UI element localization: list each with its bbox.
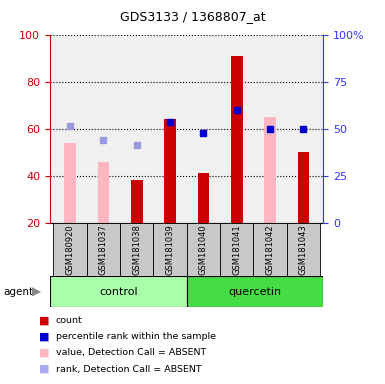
Text: rank, Detection Call = ABSENT: rank, Detection Call = ABSENT xyxy=(56,364,201,374)
Bar xyxy=(264,117,276,223)
Bar xyxy=(298,152,309,223)
Bar xyxy=(253,223,287,276)
Bar xyxy=(131,180,142,223)
Text: GDS3133 / 1368807_at: GDS3133 / 1368807_at xyxy=(120,10,265,23)
Bar xyxy=(198,173,209,223)
Text: GSM181039: GSM181039 xyxy=(166,224,174,275)
Bar xyxy=(187,223,220,276)
Bar xyxy=(97,162,109,223)
Bar xyxy=(231,56,243,223)
Text: value, Detection Call = ABSENT: value, Detection Call = ABSENT xyxy=(56,348,206,358)
Text: ■: ■ xyxy=(39,332,50,342)
Text: GSM181040: GSM181040 xyxy=(199,224,208,275)
Text: GSM180920: GSM180920 xyxy=(65,224,75,275)
Text: GSM181043: GSM181043 xyxy=(299,224,308,275)
Bar xyxy=(164,119,176,223)
Text: GSM181038: GSM181038 xyxy=(132,224,141,275)
Bar xyxy=(153,223,187,276)
Text: GSM181042: GSM181042 xyxy=(266,224,275,275)
Bar xyxy=(54,223,87,276)
Text: GSM181041: GSM181041 xyxy=(232,224,241,275)
Bar xyxy=(220,223,253,276)
Bar xyxy=(231,117,243,223)
Bar xyxy=(287,223,320,276)
Text: ■: ■ xyxy=(39,316,50,326)
Text: ■: ■ xyxy=(39,348,50,358)
Text: ■: ■ xyxy=(39,364,50,374)
Text: control: control xyxy=(99,287,138,297)
Text: ▶: ▶ xyxy=(32,285,41,298)
Text: GSM181037: GSM181037 xyxy=(99,224,108,275)
Text: agent: agent xyxy=(4,287,34,297)
Text: count: count xyxy=(56,316,82,325)
Bar xyxy=(50,276,187,307)
Bar xyxy=(187,276,323,307)
Text: quercetin: quercetin xyxy=(229,287,281,297)
Text: percentile rank within the sample: percentile rank within the sample xyxy=(56,332,216,341)
Bar xyxy=(64,143,76,223)
Bar xyxy=(87,223,120,276)
Bar xyxy=(120,223,153,276)
